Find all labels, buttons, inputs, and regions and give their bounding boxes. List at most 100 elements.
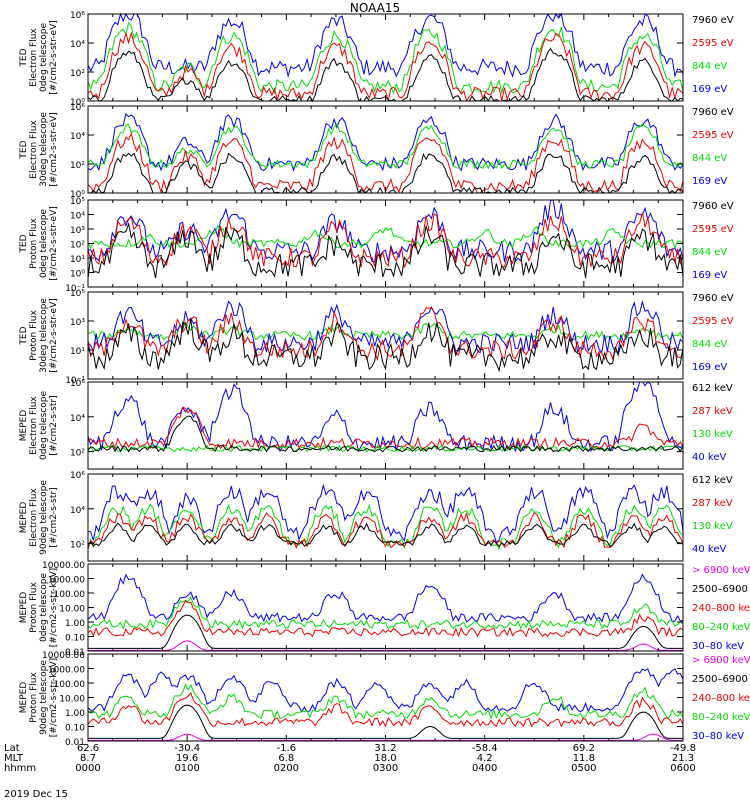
y-tick-label: 10⁴ [70, 414, 85, 424]
series-blue-trace [87, 668, 684, 713]
legend-entry: 7960 eV [692, 107, 734, 118]
panel-frame [87, 473, 684, 562]
x-tick-label: -49.8 [670, 743, 696, 754]
y-axis-label-line: TED [19, 140, 29, 159]
y-tick-label: 10000.00 [42, 561, 85, 571]
y-tick-label: 100.00 [54, 590, 86, 600]
series-blue-trace [87, 12, 684, 78]
legend-entry: 30–80 keV [692, 731, 744, 742]
legend-entry: 844 eV [692, 339, 727, 350]
legend-entry: 240–800 ke [692, 693, 750, 704]
legend-entry: > 6900 keV [692, 565, 750, 576]
y-axis-label-line: Proton Flux [29, 582, 39, 633]
legend-entry: 844 eV [692, 61, 727, 72]
series-black-trace [88, 704, 683, 739]
series-black-trace [87, 415, 684, 453]
legend-entry: 2500–6900 [692, 674, 748, 685]
legend-entry: 80–240 keV [692, 622, 750, 633]
y-tick-label: 10⁰ [70, 270, 85, 280]
panel-5: 10² 10⁴ 10⁶ MEPEDElectron Flux0deg telescop… [19, 379, 733, 470]
y-tick-label: 10000.00 [42, 651, 85, 661]
series-red-trace [87, 692, 684, 728]
y-axis-label: MEPEDProton Flux0deg telescope[#/cm2-s-s… [19, 568, 59, 647]
legend-entry: 80–240 keV [692, 712, 750, 723]
series-blue-trace [87, 573, 684, 624]
x-tick-label: 11.8 [573, 753, 595, 764]
x-tick-label: 4.2 [477, 753, 493, 764]
y-axis-label-line: [#/cm2-s-str] [49, 395, 59, 455]
legend-entry: 2595 eV [692, 38, 734, 49]
x-tick-label: -30.4 [174, 743, 200, 754]
y-tick-label: 100.00 [54, 680, 86, 690]
x-tick-label: 0200 [274, 763, 299, 774]
series-red-trace [87, 406, 684, 451]
y-axis-label-line: MEPED [19, 592, 29, 624]
panel-4: 10⁻¹ 10¹ 10³ 10⁵ TEDProton Flux30deg telesco… [19, 289, 734, 386]
y-axis-label-line: Electron Flux [29, 396, 39, 455]
y-tick-label: 10⁻¹ [65, 284, 85, 294]
x-tick-label: 0300 [373, 763, 398, 774]
panel-8: 0.010.101.0010.00100.001000.0010000.00ME… [19, 651, 750, 748]
y-tick-label: 10.00 [59, 605, 85, 615]
panel-7: 0.010.101.0010.00100.001000.0010000.00ME… [19, 561, 750, 658]
x-tick-label: 0500 [571, 763, 596, 774]
series-green-trace [87, 682, 684, 720]
series-green-trace [88, 320, 684, 342]
y-axis-label: TEDElectron Flux0deg telescope[#/cm2-s-s… [19, 20, 59, 95]
legend-entry: 287 keV [692, 406, 733, 417]
legend-entry: 130 keV [692, 521, 733, 532]
series-blue-trace [87, 381, 684, 453]
y-tick-label: 0.01 [65, 648, 85, 658]
series-green-trace [87, 21, 684, 95]
y-tick-label: 10⁻¹ [65, 376, 85, 386]
x-tick-label: 0600 [670, 763, 695, 774]
y-axis-label: MEPEDElectron Flux0deg telescope[#/cm2-s… [19, 391, 59, 461]
legend-entry: 612 keV [692, 475, 733, 486]
x-tick-label: 0000 [75, 763, 100, 774]
legend-entry: 844 eV [692, 247, 727, 258]
y-axis-label-line: MEPED [19, 410, 29, 442]
legend-entry: 7960 eV [692, 293, 734, 304]
y-axis-label-line: TED [19, 48, 29, 67]
panel-frame [87, 105, 684, 194]
y-tick-label: 1.00 [65, 709, 85, 719]
y-tick-label: 10¹ [70, 255, 85, 265]
series-red-trace [87, 600, 684, 638]
legend-entry: 7960 eV [692, 15, 734, 26]
y-tick-label: 0.10 [65, 634, 85, 644]
y-axis-label-line: Electron Flux [29, 488, 39, 547]
y-axis-label-line: [#/cm2-s-str-eV] [49, 20, 59, 95]
y-axis-label-line: [#/cm2-s-str] [49, 487, 59, 547]
y-tick-label: 10² [70, 161, 85, 171]
y-tick-label: 10² [70, 241, 85, 251]
legend-entry: 130 keV [692, 429, 733, 440]
y-axis-label-line: 90deg telescope [39, 660, 49, 735]
y-axis-label-line: 90deg telescope [39, 480, 49, 555]
y-tick-label: 10³ [70, 226, 85, 236]
y-axis-label-line: [#/cm2-s-str-keV] [49, 658, 59, 737]
y-tick-label: 10⁶ [70, 379, 85, 389]
x-tick-label: 19.6 [176, 753, 198, 764]
x-tick-label: 8.7 [80, 753, 96, 764]
y-axis-label-line: TED [19, 234, 29, 253]
y-tick-label: 10⁴ [70, 132, 85, 142]
y-tick-label: 10⁵ [70, 197, 85, 207]
y-tick-label: 10⁴ [70, 40, 85, 50]
y-tick-label: 10⁰ [70, 190, 85, 200]
legend-entry: 844 eV [692, 153, 727, 164]
x-tick-label: -58.4 [472, 743, 498, 754]
legend-entry: 169 eV [692, 270, 727, 281]
series-blue-trace [87, 483, 684, 544]
y-tick-label: 10⁶ [70, 103, 85, 113]
legend-entry: 7960 eV [692, 201, 734, 212]
y-tick-label: 10⁵ [70, 289, 85, 299]
legend-entry: 2595 eV [692, 224, 734, 235]
panels: 10⁰ 10² 10⁴ 10⁶ TEDElectron Flux0deg telesco… [19, 11, 750, 748]
panel-frame [87, 381, 684, 470]
y-tick-label: 10⁴ [70, 506, 85, 516]
series-blue-trace [87, 112, 684, 172]
panel-3: 10⁻¹ 10⁰ 10¹ 10² 10³ 10⁴ 10⁵ TEDProton Flux0deg… [19, 197, 734, 294]
y-axis-label-line: [#/cm2-s-str-eV] [49, 298, 59, 373]
panel-frame [87, 653, 684, 742]
